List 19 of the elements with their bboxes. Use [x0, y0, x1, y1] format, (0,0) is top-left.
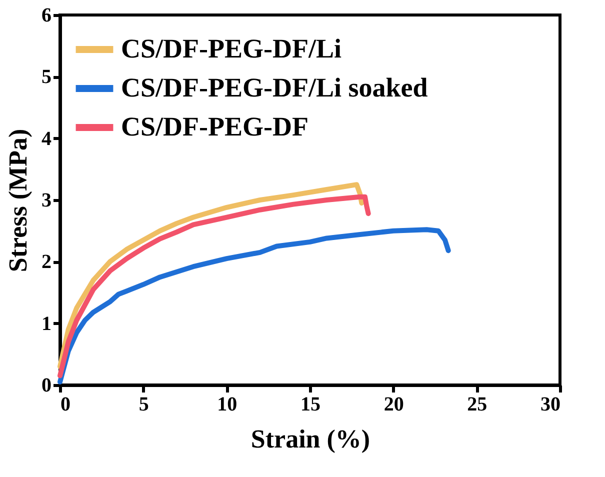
x-tick-label: 25 [467, 394, 488, 416]
x-tick-label: 30 [540, 394, 560, 416]
x-tick-label: 20 [384, 394, 404, 416]
y-axis-title: Stress (MPa) [4, 128, 32, 272]
y-tick-label: 3 [42, 190, 52, 212]
x-axis-title: Strain (%) [250, 424, 370, 454]
y-tick-label: 4 [42, 128, 52, 150]
y-tick-label: 2 [42, 251, 52, 274]
x-tick-label: 10 [217, 394, 238, 416]
legend-label: CS/DF-PEG-DF/Li soaked [121, 72, 428, 102]
x-tick-label: 5 [138, 394, 149, 416]
y-tick-label: 1 [42, 312, 52, 335]
x-tick-label: 0 [60, 394, 70, 416]
x-tick-label: 15 [300, 394, 320, 416]
y-tick-label: 6 [42, 4, 52, 26]
y-tick-label: 0 [42, 374, 52, 396]
y-tick-label: 5 [42, 66, 52, 88]
legend-label: CS/DF-PEG-DF/Li [121, 34, 342, 64]
legend-label: CS/DF-PEG-DF [121, 112, 308, 142]
